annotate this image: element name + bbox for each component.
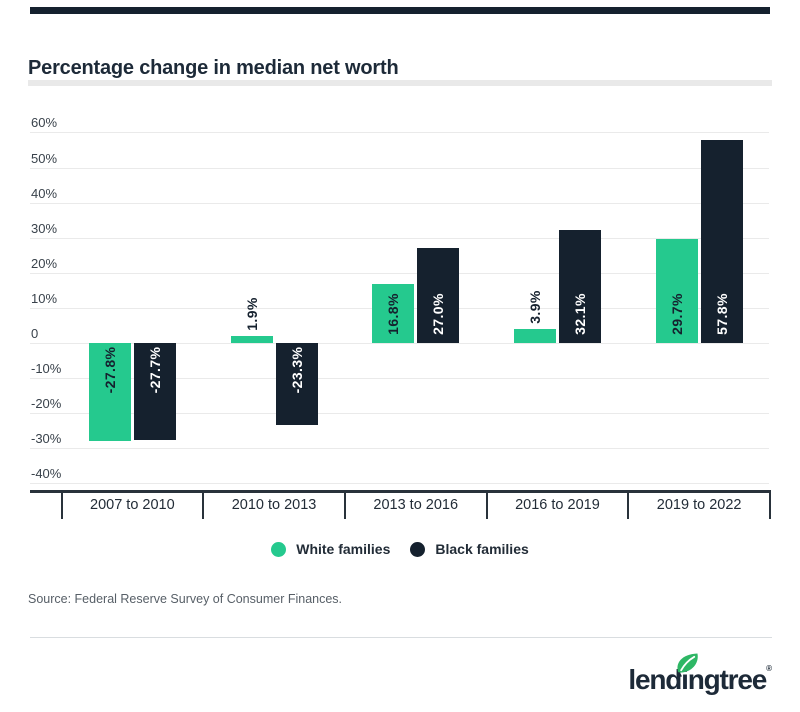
lendingtree-logo: lendingtree®	[628, 653, 772, 698]
bar-value-label: -27.8%	[101, 346, 118, 394]
gridline	[30, 448, 769, 450]
bar-white-families	[88, 343, 131, 441]
gridline	[30, 272, 769, 274]
x-category-label: 2016 to 2019	[515, 497, 600, 513]
y-axis-tick-label: 10%	[31, 290, 58, 306]
bar-white-families	[655, 238, 698, 343]
x-category-label: 2007 to 2010	[90, 497, 175, 513]
registered-trademark: ®	[766, 664, 772, 673]
y-axis-tick-label: 60%	[31, 115, 58, 131]
bar-white-families	[230, 336, 273, 343]
bar-value-label: 1.9%	[243, 297, 260, 332]
gridline	[30, 202, 769, 204]
bar-black-families	[417, 248, 460, 343]
bar-value-label: 3.9%	[526, 290, 543, 325]
chart-legend: White families Black families	[0, 540, 800, 558]
x-axis-tick	[769, 490, 771, 519]
x-category-label: 2010 to 2013	[231, 497, 317, 513]
legend-label: White families	[296, 541, 391, 557]
bar-value-label: -27.7%	[146, 346, 163, 394]
y-axis-tick-label: 50%	[31, 150, 58, 166]
legend-item-black-families: Black families	[410, 541, 529, 557]
x-axis-line	[30, 490, 771, 493]
bar-value-label: 32.1%	[571, 293, 588, 335]
bar-value-label: 29.7%	[668, 293, 685, 335]
bar-value-label: 57.8%	[713, 293, 730, 335]
bar-black-families	[700, 140, 743, 343]
bar-black-families	[275, 343, 318, 425]
y-axis-tick-label: -20%	[31, 396, 62, 412]
chart-title: Percentage change in median net worth	[28, 57, 399, 80]
source-citation: Source: Federal Reserve Survey of Consum…	[28, 592, 343, 606]
legend-item-white-families: White families	[271, 541, 390, 557]
gridline	[30, 483, 769, 485]
y-axis-tick-label: -30%	[31, 431, 62, 447]
y-axis-tick-label: -10%	[31, 361, 62, 377]
bar-white-families	[372, 284, 415, 343]
bar-white-families	[513, 329, 556, 343]
gridline	[30, 378, 769, 380]
gridline	[30, 167, 769, 169]
title-divider	[28, 80, 772, 86]
bar-black-families	[558, 230, 601, 343]
x-axis-tick	[60, 490, 63, 519]
bar-black-families	[133, 343, 176, 441]
x-axis-tick	[627, 490, 630, 519]
bar-value-label: 27.0%	[430, 293, 447, 335]
x-axis-tick	[485, 490, 488, 519]
y-axis-tick-label: 40%	[31, 185, 58, 201]
x-axis-tick	[202, 490, 205, 519]
legend-dot-green-icon	[271, 541, 287, 557]
y-axis-tick-label: 0	[31, 326, 39, 341]
header-accent-bar	[30, 7, 770, 14]
gridline	[30, 413, 769, 415]
y-axis-tick-label: 30%	[31, 220, 58, 236]
bar-value-label: -23.3%	[288, 346, 305, 394]
bar-value-label: 16.8%	[385, 293, 402, 335]
gridline	[30, 343, 769, 344]
gridline	[30, 132, 769, 134]
legend-dot-navy-icon	[410, 541, 426, 557]
gridline	[30, 237, 769, 239]
x-category-label: 2013 to 2016	[373, 497, 459, 513]
logo-wordmark: lendingtree	[628, 664, 767, 695]
leaf-icon	[677, 653, 699, 678]
x-category-label: 2019 to 2022	[656, 497, 742, 513]
footer-divider	[30, 637, 772, 638]
legend-label: Black families	[435, 541, 529, 557]
x-axis-tick	[343, 490, 346, 519]
y-axis-tick-label: 20%	[31, 255, 58, 271]
y-axis-tick-label: -40%	[31, 466, 62, 482]
